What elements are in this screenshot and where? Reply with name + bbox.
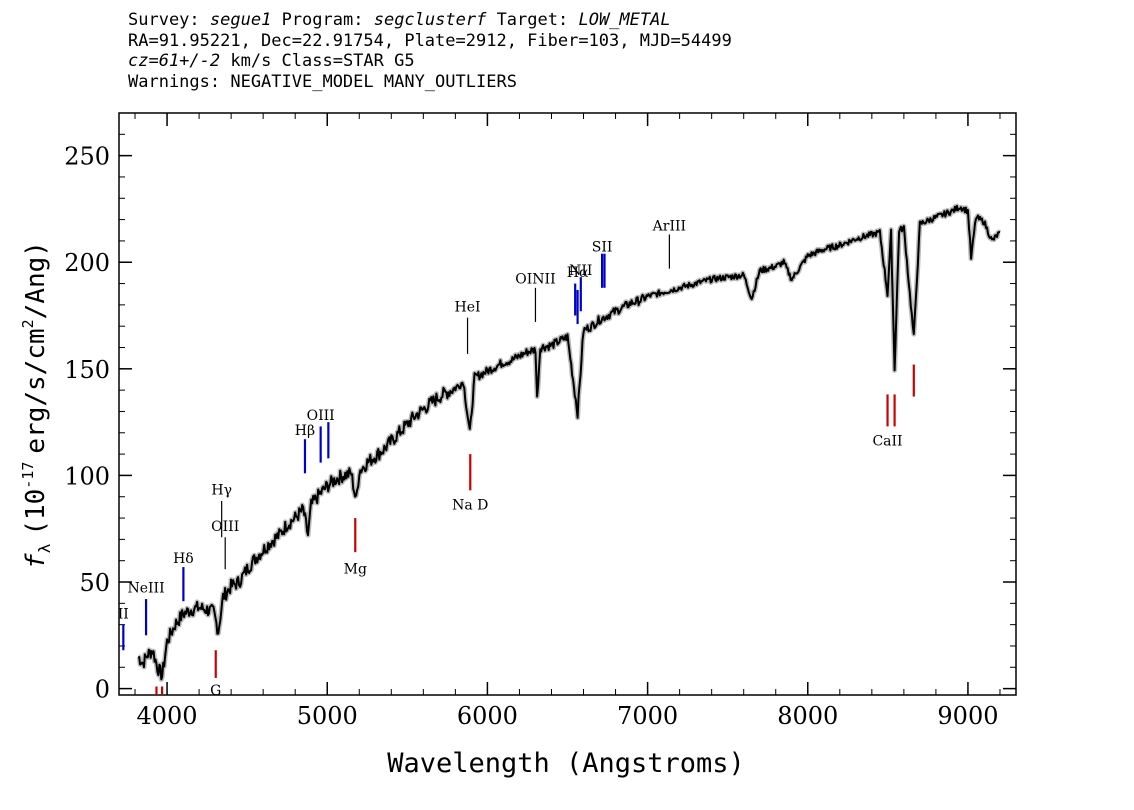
emission-marker-label: OINII	[515, 272, 555, 288]
spectrum-header: Survey: segue1 Program: segclusterf Targ…	[128, 10, 1028, 92]
y-tick-label: 150	[64, 356, 110, 384]
header-line-coordinates: RA=91.95221, Dec=22.91754, Plate=2912, F…	[128, 30, 732, 51]
header-line-redshift: cz=61+/-2 km/s Class=STAR G5	[128, 51, 1028, 72]
emission-marker-label: OIII	[307, 408, 335, 424]
emission-marker-label: Hγ	[211, 483, 232, 499]
y-axis-label-exponent-2: 2	[19, 319, 37, 328]
emission-marker-label: SII	[592, 240, 613, 256]
x-tick-label: 9000	[937, 702, 998, 730]
y-axis-label-unit-b: erg/s/cm	[21, 328, 51, 453]
x-tick-labels: 4000 5000 6000 7000 8000 9000	[137, 702, 999, 730]
y-tick-label: 50	[79, 569, 110, 597]
absorption-marker-label: G	[210, 683, 221, 699]
emission-marker-label: HeI	[455, 299, 481, 315]
redshift-value: cz=61+/-2	[128, 51, 221, 71]
survey-label: Survey:	[128, 10, 200, 30]
minor-ticks	[119, 112, 1016, 695]
x-tick-label: 8000	[777, 702, 838, 730]
emission-marker-label: Hδ	[173, 551, 194, 567]
y-axis-label-subscript: λ	[35, 543, 54, 553]
y-tick-labels: 0 50 100 150 200 250	[64, 143, 110, 704]
y-axis-label: fλ (10-17 erg/s/cm2/Ang)	[19, 241, 54, 569]
emission-marker-label: Hβ	[295, 423, 315, 439]
x-tick-label: 5000	[297, 702, 358, 730]
emission-marker-label: OIII	[211, 519, 239, 535]
y-tick-label: 100	[64, 462, 110, 490]
program-value: segclusterf	[373, 10, 487, 30]
target-value: LOW_METAL	[578, 10, 671, 30]
x-tick-label: 6000	[457, 702, 518, 730]
header-line-warnings: Warnings: NEGATIVE_MODEL MANY_OUTLIERS	[128, 71, 517, 92]
y-axis-label-symbol: f	[21, 553, 51, 569]
absorption-marker-label: Na D	[452, 498, 488, 514]
y-tick-label: 0	[95, 676, 110, 704]
emission-marker-label: II	[118, 606, 129, 622]
line-markers	[122, 234, 915, 695]
absorption-marker-label: Mg	[344, 561, 367, 577]
spectrum-flux-line	[137, 205, 1001, 681]
absorption-marker-label: CaII	[872, 434, 902, 450]
major-ticks	[119, 113, 1016, 695]
class-value: km/s Class=STAR G5	[220, 51, 415, 71]
emission-marker-label: NII	[569, 263, 592, 279]
survey-value: segue1	[209, 10, 272, 30]
program-label: Program:	[281, 10, 364, 30]
y-axis-label-exponent-1: -17	[19, 462, 37, 489]
y-axis-label-unit-a: (10	[21, 489, 51, 536]
x-tick-label: 7000	[617, 702, 678, 730]
x-tick-label: 4000	[137, 702, 198, 730]
emission-marker-label: Hα	[567, 265, 589, 281]
y-axis-label-unit-c: /Ang)	[21, 241, 51, 319]
y-tick-label: 250	[64, 143, 110, 171]
y-tick-label: 200	[64, 249, 110, 277]
plot-frame	[118, 112, 1017, 696]
x-axis-label: Wavelength (Angstroms)	[387, 748, 745, 779]
header-line-survey: Survey: segue1 Program: segclusterf Targ…	[128, 10, 1028, 31]
target-label: Target:	[496, 10, 569, 30]
emission-marker-label: NeIII	[127, 581, 164, 597]
emission-marker-label: ArIII	[652, 218, 686, 234]
